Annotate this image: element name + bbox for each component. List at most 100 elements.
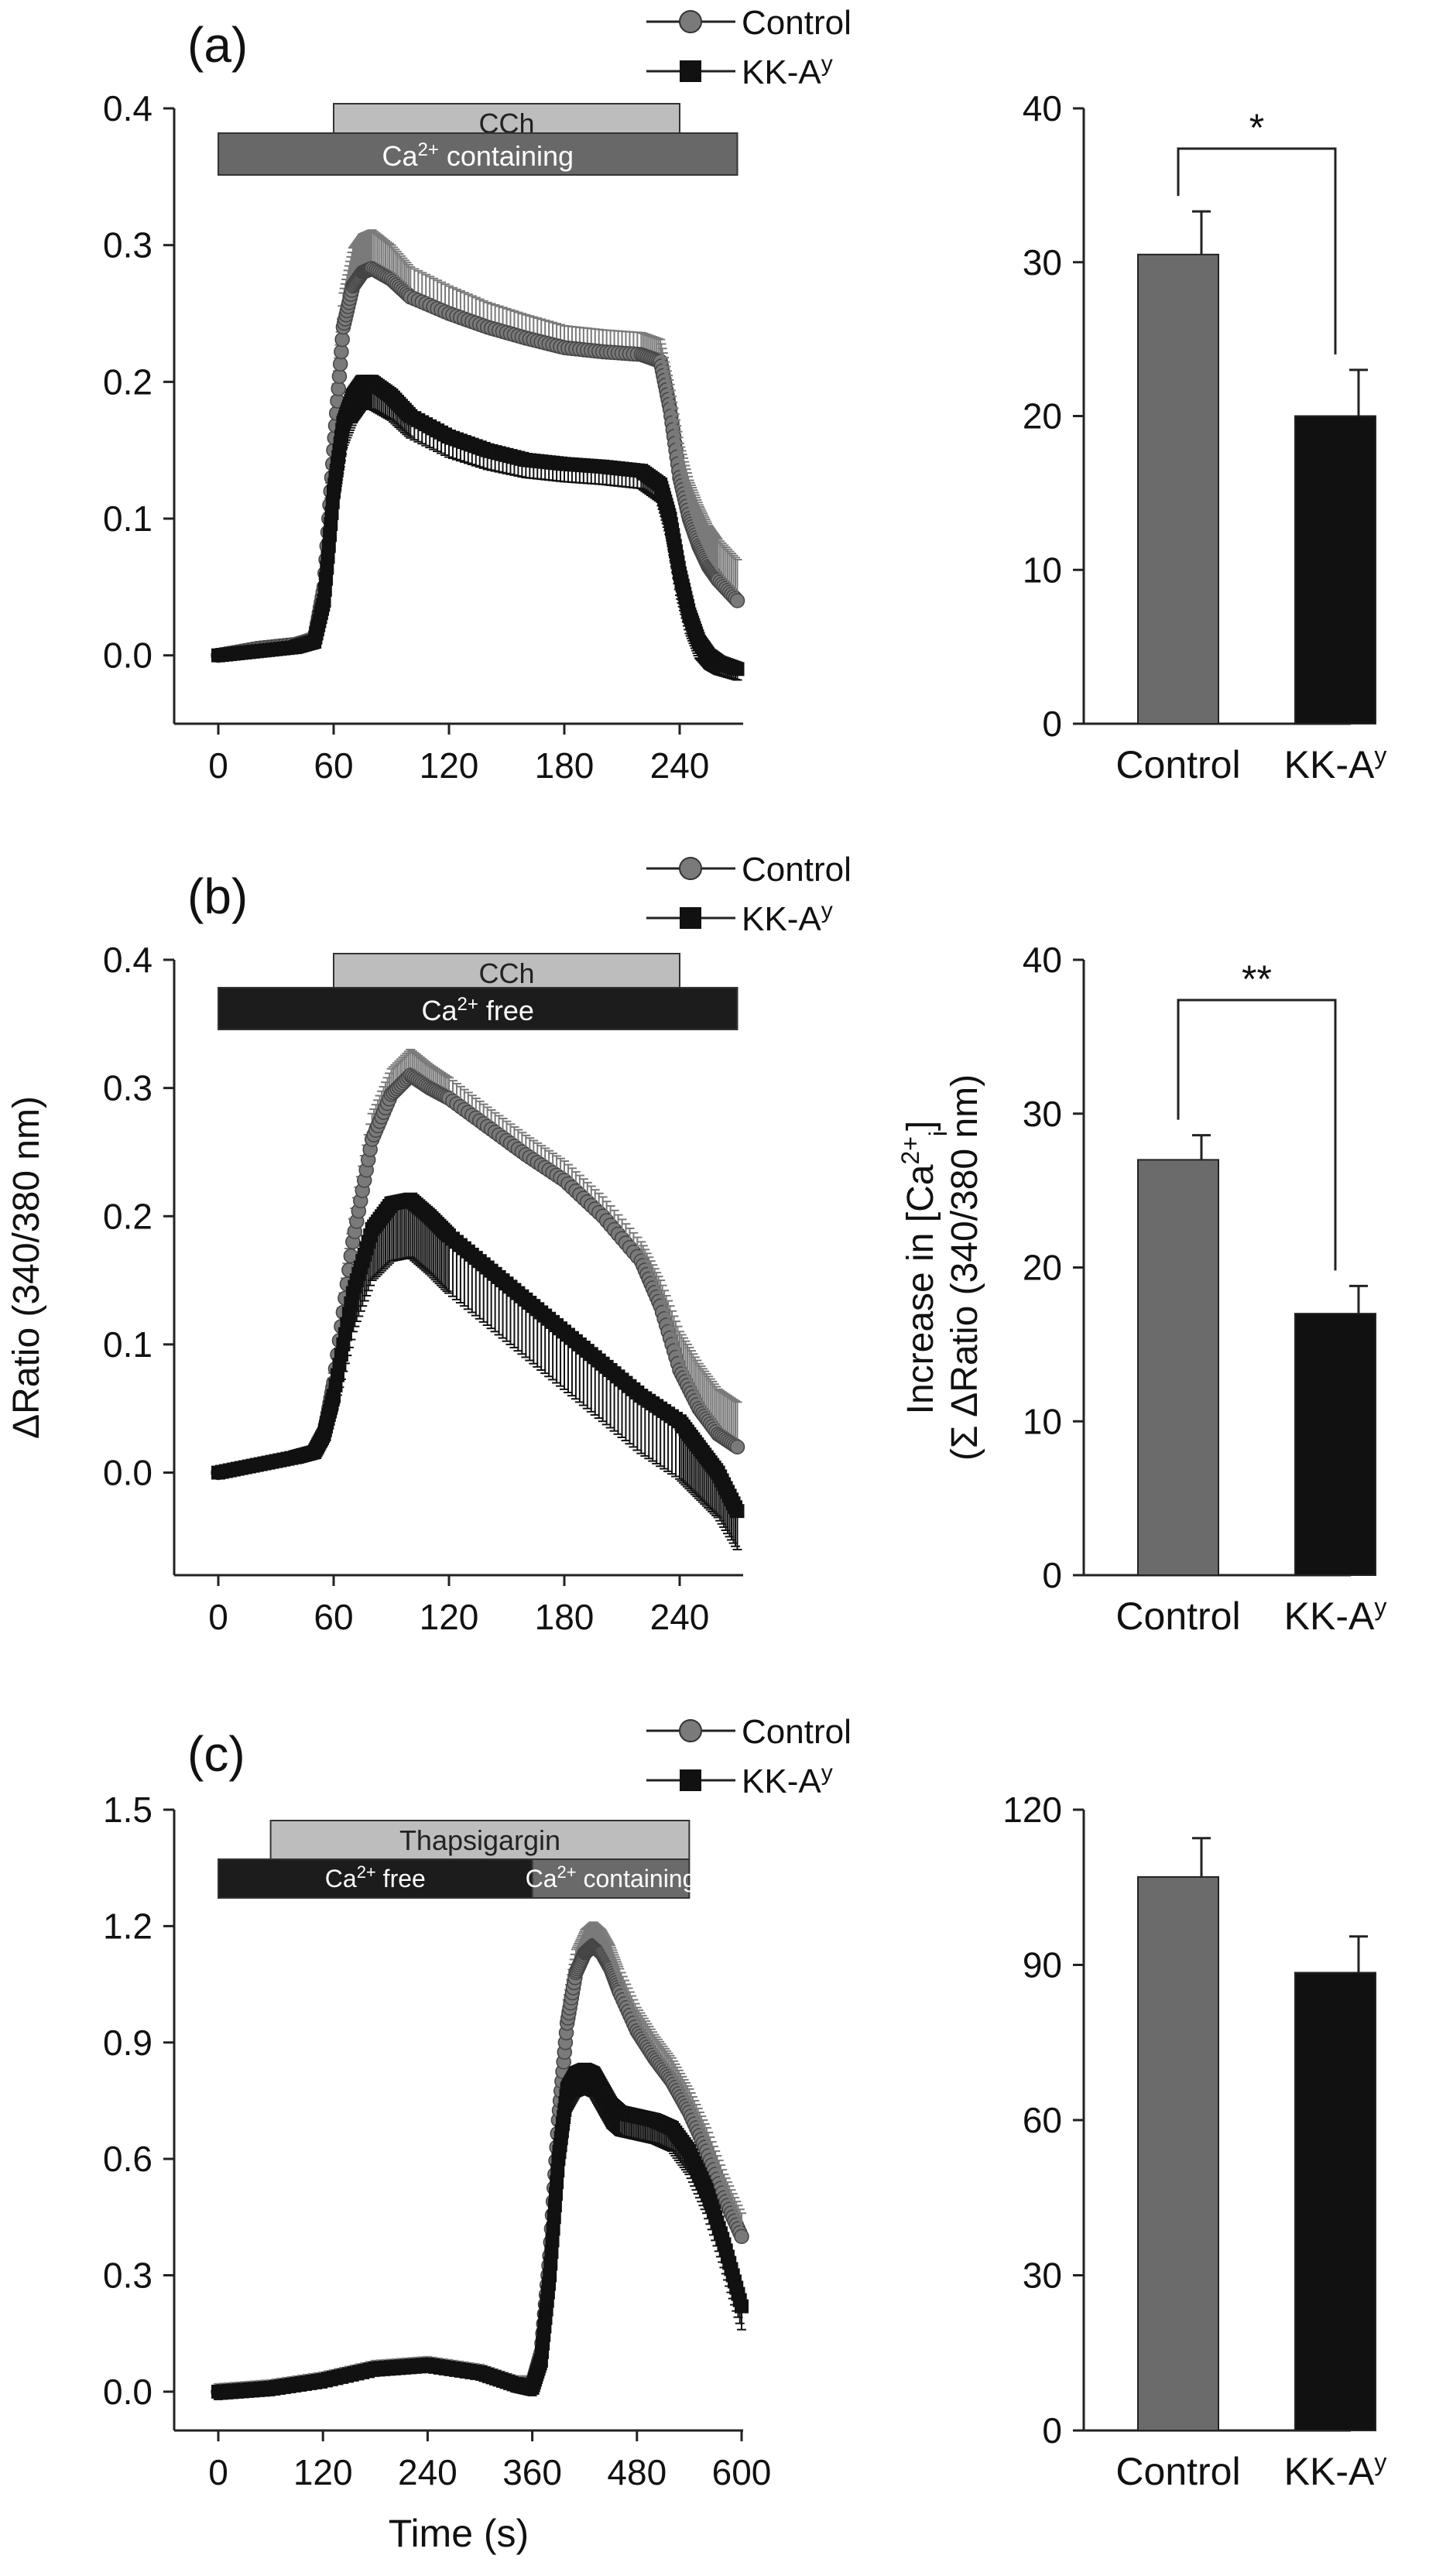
x-tick-label: 120: [420, 745, 479, 786]
x-tick-label: 180: [535, 745, 595, 786]
significance-bracket: [1177, 999, 1337, 1271]
y-tick-label: 0.0: [103, 635, 152, 676]
trace-plot-c: 0.0 0.3 0.6 0.9 1.2 1.5 0 120 240 360 480 600 Time (…: [103, 1790, 771, 2555]
data-point: [730, 662, 745, 677]
data-point: [730, 1504, 745, 1519]
legend-marker: [680, 1769, 701, 1791]
y-axis-title: ΔRatio (340/380 nm): [6, 1096, 47, 1439]
y-tick-label: 30: [1023, 242, 1062, 283]
legend-label: Control: [742, 851, 852, 889]
stimulus-label: Ca2+ free: [325, 1862, 426, 1893]
panel-label: (c): [187, 1726, 245, 1782]
stimulus-bar: [218, 132, 738, 176]
y-tick-label: 0.2: [103, 361, 152, 402]
data-point: [547, 2210, 561, 2225]
y-tick-label: 1.2: [103, 1906, 152, 1946]
category-label: Control: [1115, 743, 1240, 786]
x-tick-label: 0: [208, 745, 228, 786]
y-tick-label: 0.3: [103, 225, 152, 265]
legend-marker: [680, 60, 701, 82]
y-tick-label: 10: [1023, 1401, 1062, 1441]
series-control: [211, 1048, 745, 1481]
data-point: [324, 517, 338, 532]
x-tick-label: 600: [712, 2452, 772, 2492]
y-tick-label: 0: [1042, 1555, 1062, 1595]
stimulus-bar: [218, 987, 738, 1030]
y-tick-label: 20: [1023, 1248, 1062, 1288]
legend-a: Control KK-Ay: [646, 4, 852, 91]
bar-control: [1137, 253, 1219, 724]
bar-kk-a: [1294, 415, 1376, 724]
data-point: [547, 2198, 562, 2213]
data-point: [550, 2163, 565, 2178]
data-point: [729, 1439, 745, 1455]
y-tick-label: 0.3: [103, 2256, 152, 2296]
trace-plot-b: 0.0 0.1 0.2 0.3 0.4 0 60 120 180 240 ΔRatio (340/3…: [6, 940, 745, 1637]
category-label: KK-Ay: [1284, 2448, 1387, 2493]
category-label: KK-Ay: [1284, 1593, 1387, 1638]
legend-c: Control KK-Ay: [646, 1713, 852, 1800]
y-axis-subtitle: (Σ ΔRatio (340/380 nm): [944, 1074, 985, 1461]
legend-b: Control KK-Ay: [646, 851, 852, 938]
y-tick-label: 0.4: [103, 940, 152, 980]
stimulus-label: Ca2+ containing: [382, 139, 574, 173]
data-point: [320, 550, 335, 564]
x-tick-label: 180: [535, 1597, 595, 1637]
legend-marker: [679, 857, 702, 880]
y-tick-label: 90: [1023, 1945, 1062, 1985]
significance-bracket: [1177, 147, 1337, 355]
summary-b-summary: 0 10 20 30 40 Control KK-Ay ** Increase in [Ca2+…: [896, 940, 1386, 1638]
legend-label: KK-Ay: [742, 1760, 833, 1801]
x-tick-label: 240: [650, 745, 710, 786]
y-tick-label: 10: [1023, 550, 1062, 590]
data-point: [734, 2228, 749, 2245]
legend-label: KK-Ay: [742, 898, 833, 939]
y-tick-label: 0.3: [103, 1068, 152, 1108]
bar-kk-a: [1294, 1313, 1376, 1576]
summary-c-summary: 0 30 60 90 120 Control KK-Ay: [1002, 1790, 1386, 2493]
data-point: [549, 2187, 564, 2201]
x-tick-label: 240: [650, 1597, 710, 1637]
category-label: Control: [1115, 1595, 1240, 1638]
x-tick-label: 360: [502, 2452, 562, 2492]
stimulus-bar: [269, 1820, 691, 1860]
significance-marker: *: [1249, 106, 1264, 149]
data-point: [735, 2299, 749, 2314]
y-tick-label: 1.5: [103, 1790, 152, 1830]
data-point: [545, 2233, 560, 2248]
x-tick-label: 60: [314, 1597, 353, 1637]
stimulus-bar: [531, 1858, 691, 1899]
y-tick-label: 0.9: [103, 2023, 152, 2063]
bar-control: [1137, 1875, 1219, 2431]
data-point: [317, 594, 331, 608]
data-point: [544, 2245, 559, 2259]
x-tick-label: 60: [314, 745, 353, 786]
x-tick-label: 480: [607, 2452, 667, 2492]
data-point: [729, 593, 745, 608]
y-tick-label: 120: [1002, 1790, 1062, 1830]
x-tick-label: 120: [420, 1597, 479, 1637]
legend-label: KK-Ay: [742, 51, 833, 92]
y-tick-label: 30: [1023, 2256, 1062, 2296]
data-point: [324, 505, 339, 520]
y-tick-label: 0.2: [103, 1196, 152, 1236]
legend-marker: [680, 907, 701, 929]
y-tick-label: 40: [1023, 88, 1062, 128]
x-tick-label: 120: [293, 2452, 353, 2492]
data-point: [543, 2268, 557, 2283]
y-tick-label: 60: [1023, 2100, 1062, 2140]
y-tick-label: 0: [1042, 2410, 1062, 2451]
category-label: Control: [1115, 2450, 1240, 2493]
y-axis-title: Increase in [Ca2+i]: [896, 1121, 952, 1415]
y-tick-label: 40: [1023, 940, 1062, 980]
x-tick-label: 0: [208, 1597, 228, 1637]
y-tick-label: 0: [1042, 704, 1062, 744]
y-tick-label: 0.1: [103, 498, 152, 539]
y-tick-label: 20: [1023, 396, 1062, 437]
summary-a-summary: 0 10 20 30 40 Control KK-Ay *: [1023, 88, 1387, 786]
significance-marker: **: [1242, 957, 1272, 1001]
y-tick-label: 0.0: [103, 2372, 152, 2412]
panel-label: (a): [187, 17, 248, 73]
